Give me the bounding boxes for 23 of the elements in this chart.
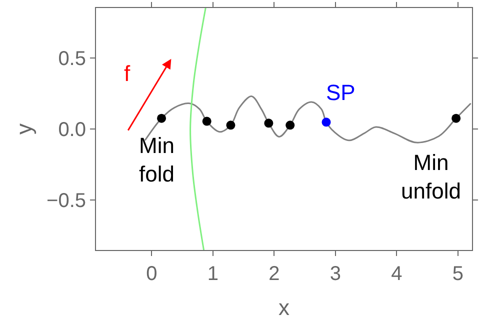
y-tick-label: 0.0	[58, 119, 86, 141]
y-axis-title: y	[11, 124, 36, 134]
x-tick-label: 3	[330, 263, 342, 285]
annotation: SP	[326, 80, 356, 105]
x-tick-label: 5	[452, 263, 464, 285]
point	[226, 120, 236, 130]
point	[286, 120, 295, 130]
point	[202, 116, 212, 126]
point	[264, 118, 274, 128]
x-tick-label: 1	[207, 263, 219, 285]
x-tick-label: 2	[268, 263, 280, 285]
line-series	[190, 8, 206, 250]
y-tick-label: 0.5	[58, 48, 86, 70]
point	[322, 118, 331, 127]
annotation: Min unfold	[401, 150, 461, 204]
annotation: f	[124, 61, 131, 86]
point	[157, 114, 166, 123]
x-axis-title: x	[278, 294, 290, 320]
point	[452, 114, 461, 123]
y-tick-label: −0.5	[46, 190, 86, 212]
x-tick-label: 4	[391, 263, 402, 285]
x-tick-label: 0	[146, 263, 158, 285]
annotation: Min fold	[139, 133, 174, 187]
